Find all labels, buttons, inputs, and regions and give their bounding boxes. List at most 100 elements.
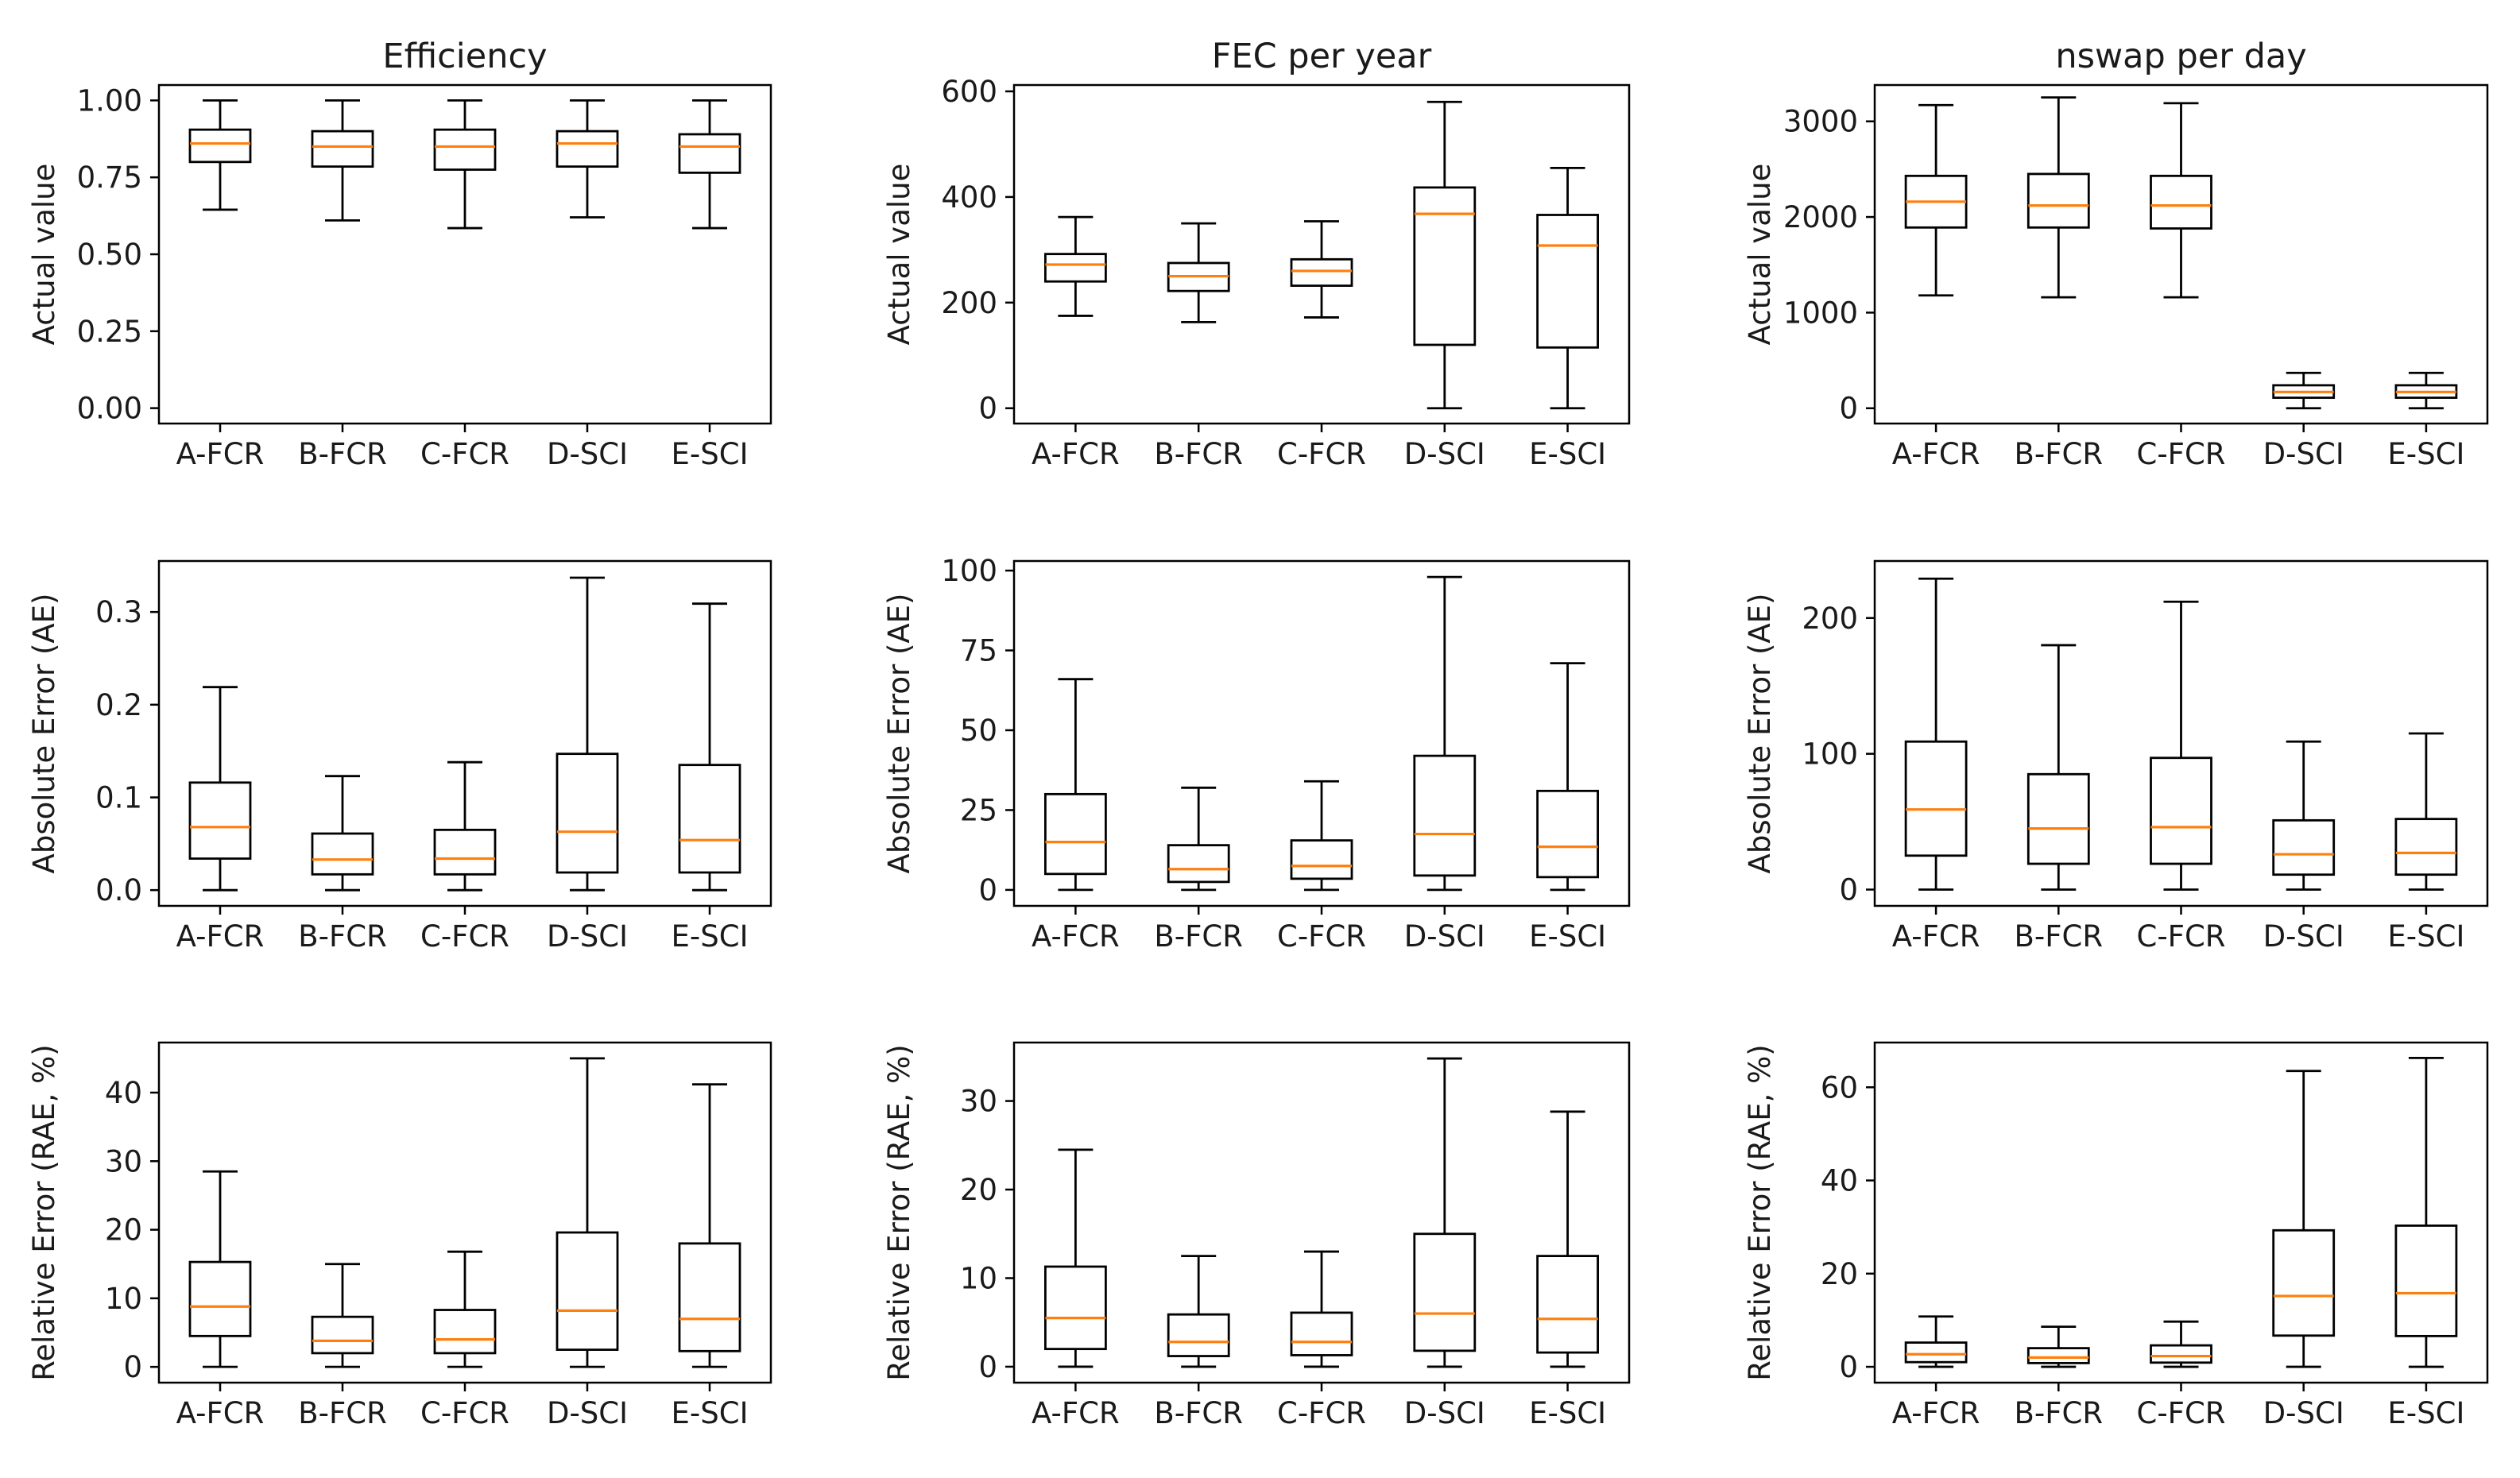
x-tick-label: C-FCR bbox=[420, 1396, 509, 1430]
x-tick-label: D-SCI bbox=[2263, 919, 2344, 954]
y-tick-label: 0 bbox=[978, 873, 997, 907]
box-D-SCI bbox=[555, 99, 619, 219]
iqr-box bbox=[1536, 214, 1599, 349]
box-C-FCR bbox=[1290, 1250, 1353, 1368]
iqr-box bbox=[1413, 186, 1477, 346]
box-B-FCR bbox=[2026, 644, 2090, 891]
y-tick-label: 0 bbox=[978, 1350, 997, 1384]
x-tick-label: A-FCR bbox=[176, 437, 265, 471]
iqr-box bbox=[2272, 818, 2336, 876]
x-tick-label: D-SCI bbox=[547, 437, 628, 471]
box-A-FCR bbox=[1904, 103, 1968, 297]
box-A-FCR bbox=[1904, 577, 1968, 891]
box-E-SCI bbox=[1536, 1110, 1599, 1368]
x-tick-label: E-SCI bbox=[672, 1396, 749, 1430]
box-B-FCR bbox=[311, 775, 374, 892]
iqr-box bbox=[678, 764, 741, 874]
y-tick-label: 10 bbox=[960, 1261, 997, 1295]
iqr-box bbox=[555, 130, 619, 168]
y-tick-label: 1.00 bbox=[77, 83, 142, 118]
panel-efficiency-rae: Relative Error (RAE, %) 0 10 20 30 40 A-FCR B-F… bbox=[27, 1041, 772, 1430]
box-C-FCR bbox=[1290, 220, 1353, 319]
x-tick-label: E-SCI bbox=[1529, 919, 1606, 954]
box-D-SCI bbox=[2272, 371, 2336, 410]
iqr-box bbox=[1167, 1313, 1230, 1357]
y-axis-label: Relative Error (RAE, %) bbox=[27, 1044, 61, 1380]
y-tick-label: 3000 bbox=[1783, 105, 1858, 139]
iqr-box bbox=[2026, 1347, 2090, 1364]
box-E-SCI bbox=[2394, 732, 2458, 891]
iqr-box bbox=[678, 133, 741, 174]
box-E-SCI bbox=[2394, 371, 2458, 410]
y-axis-label: Absolute Error (AE) bbox=[1743, 594, 1777, 874]
x-tick-label: C-FCR bbox=[2136, 1396, 2225, 1430]
iqr-box bbox=[2394, 818, 2458, 876]
iqr-box bbox=[188, 781, 252, 860]
box-A-FCR bbox=[1044, 678, 1107, 892]
iqr-box bbox=[1167, 844, 1230, 884]
box-A-FCR bbox=[188, 99, 252, 211]
box-C-FCR bbox=[433, 760, 497, 892]
axes-frame bbox=[1873, 1041, 2489, 1384]
iqr-box bbox=[2150, 1344, 2212, 1364]
box-D-SCI bbox=[1413, 575, 1477, 892]
panel-nswap-rae: Relative Error (RAE, %) 0 20 40 60 A-FCR B-FCR… bbox=[1743, 1041, 2489, 1430]
box-B-FCR bbox=[311, 99, 374, 222]
x-tick-label: A-FCR bbox=[1892, 919, 1980, 954]
box-E-SCI bbox=[678, 602, 741, 892]
panel-title: nswap per day bbox=[2055, 37, 2306, 76]
panel-title: FEC per year bbox=[1212, 37, 1432, 76]
y-tick-label: 30 bbox=[960, 1085, 997, 1119]
x-tick-label: D-SCI bbox=[1404, 919, 1485, 954]
box-C-FCR bbox=[2150, 600, 2212, 891]
box-B-FCR bbox=[1167, 786, 1230, 892]
box-B-FCR bbox=[311, 1263, 374, 1368]
x-tick-label: C-FCR bbox=[2136, 437, 2225, 471]
x-tick-label: E-SCI bbox=[2387, 919, 2464, 954]
box-C-FCR bbox=[433, 99, 497, 230]
x-tick-label: B-FCR bbox=[1154, 437, 1243, 471]
x-tick-label: D-SCI bbox=[547, 1396, 628, 1430]
iqr-box bbox=[311, 1315, 374, 1355]
box-E-SCI bbox=[678, 99, 741, 230]
panel-efficiency-actual: Efficiency Actual value 0.00 0.25 0.50 0.75 1.… bbox=[27, 37, 772, 471]
box-D-SCI bbox=[1413, 100, 1477, 410]
y-tick-label: 0.25 bbox=[77, 315, 142, 349]
x-tick-label: D-SCI bbox=[2263, 1396, 2344, 1430]
y-tick-label: 25 bbox=[960, 793, 997, 827]
x-tick-label: B-FCR bbox=[1154, 1396, 1243, 1430]
box-D-SCI bbox=[555, 576, 619, 892]
iqr-box bbox=[1044, 253, 1107, 283]
box-B-FCR bbox=[1167, 1255, 1230, 1368]
box-B-FCR bbox=[2026, 1325, 2090, 1368]
y-tick-label: 100 bbox=[941, 554, 997, 588]
iqr-box bbox=[1904, 1341, 1968, 1364]
y-tick-label: 0 bbox=[1839, 872, 1858, 907]
iqr-box bbox=[2150, 174, 2212, 230]
y-tick-label: 0 bbox=[1839, 392, 1858, 426]
x-tick-label: B-FCR bbox=[2015, 437, 2104, 471]
x-tick-label: A-FCR bbox=[1032, 919, 1120, 954]
y-tick-label: 2000 bbox=[1783, 200, 1858, 234]
box-D-SCI bbox=[1413, 1057, 1477, 1368]
panel-nswap-ae: Absolute Error (AE) 0 100 200 A-FCR B-FCR C-FC… bbox=[1743, 559, 2489, 954]
y-tick-label: 10 bbox=[105, 1282, 142, 1316]
iqr-box bbox=[311, 832, 374, 876]
x-tick-label: A-FCR bbox=[1032, 1396, 1120, 1430]
box-A-FCR bbox=[1044, 215, 1107, 317]
x-tick-label: C-FCR bbox=[1277, 437, 1366, 471]
y-tick-label: 40 bbox=[1821, 1164, 1858, 1198]
y-tick-label: 60 bbox=[1821, 1070, 1858, 1105]
y-tick-label: 20 bbox=[960, 1173, 997, 1207]
axes-frame bbox=[1873, 559, 2489, 907]
y-axis-label: Actual value bbox=[27, 164, 61, 346]
y-tick-label: 50 bbox=[960, 714, 997, 748]
box-E-SCI bbox=[2394, 1056, 2458, 1368]
box-C-FCR bbox=[1290, 780, 1353, 892]
x-tick-label: B-FCR bbox=[298, 437, 387, 471]
y-tick-label: 600 bbox=[941, 75, 997, 109]
box-A-FCR bbox=[1044, 1148, 1107, 1368]
x-tick-label: A-FCR bbox=[1892, 1396, 1980, 1430]
iqr-box bbox=[1536, 1255, 1599, 1354]
